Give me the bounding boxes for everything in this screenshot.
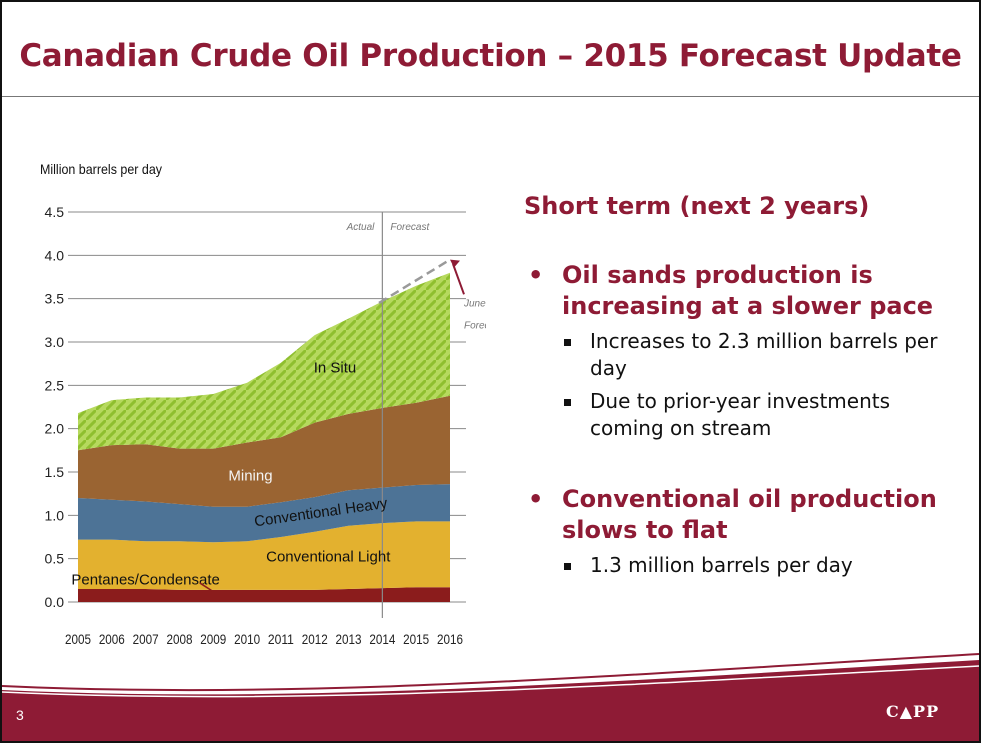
bullet-dot-icon: • <box>528 485 544 513</box>
page-title: Canadian Crude Oil Production – 2015 For… <box>19 38 962 74</box>
square-bullet-icon <box>564 399 571 406</box>
sub-bullet: 1.3 million barrels per day <box>524 552 964 579</box>
area-mining <box>78 395 450 507</box>
actual-label: Actual <box>346 222 376 233</box>
forecast-label: Forecast <box>390 222 430 233</box>
summary-panel: Short term (next 2 years) • Oil sands pr… <box>524 192 964 579</box>
bullet-oil-sands: • Oil sands production is increasing at … <box>524 260 964 322</box>
x-tick-label: 2006 <box>99 631 125 647</box>
label-mining: Mining <box>228 468 272 485</box>
bullet-conventional: • Conventional oil production slows to f… <box>524 484 964 546</box>
bullet-text: Conventional oil production slows to fla… <box>562 485 937 544</box>
label-in-situ: In Situ <box>314 359 357 376</box>
bullet-text: Oil sands production is increasing at a … <box>562 261 934 320</box>
y-tick-label: 0.0 <box>45 594 65 610</box>
y-tick-label: 0.5 <box>45 551 65 567</box>
y-axis-label: Million barrels per day <box>40 161 162 177</box>
x-tick-label: 2005 <box>65 631 91 647</box>
forecast-annotation: June 2014Forecast <box>463 299 486 332</box>
bullet-dot-icon: • <box>528 261 544 289</box>
square-bullet-icon <box>564 339 571 346</box>
y-tick-label: 2.0 <box>45 421 65 437</box>
forecast-arrowhead-icon <box>450 259 460 268</box>
sub-bullet: Increases to 2.3 million barrels per day <box>524 328 964 382</box>
capp-logo: C▲PP <box>886 702 940 721</box>
y-tick-label: 1.5 <box>45 464 65 480</box>
summary-heading: Short term (next 2 years) <box>524 192 870 220</box>
label-pentanes-condensate: Pentanes/Condensate <box>71 572 219 589</box>
y-tick-label: 2.5 <box>45 377 65 393</box>
x-tick-label: 2007 <box>133 631 159 647</box>
area-in-situ <box>78 272 450 451</box>
production-chart: Actual Forecast June 2014Forecast In Situ Mi… <box>40 161 486 647</box>
x-tick-label: 2013 <box>336 631 362 647</box>
y-tick-label: 1.0 <box>45 507 65 523</box>
x-tick-label: 2014 <box>369 631 395 647</box>
x-tick-label: 2008 <box>166 631 192 647</box>
x-tick-label: 2009 <box>200 631 226 647</box>
x-tick-label: 2015 <box>403 631 429 647</box>
title-divider <box>2 96 979 97</box>
slide-number: 3 <box>16 707 24 723</box>
pentanes-leader-line <box>199 582 214 593</box>
square-bullet-icon <box>564 563 571 570</box>
sub-bullet-text: Due to prior-year investments coming on … <box>590 389 891 440</box>
area-pentanes-condensate <box>78 587 450 602</box>
sub-bullet-text: 1.3 million barrels per day <box>590 553 853 577</box>
y-tick-label: 3.0 <box>45 334 65 350</box>
sub-bullet-text: Increases to 2.3 million barrels per day <box>590 329 938 380</box>
label-conventional-light: Conventional Light <box>266 548 391 565</box>
y-tick-label: 3.5 <box>45 291 65 307</box>
area-conventional-light <box>78 521 450 590</box>
y-tick-label: 4.0 <box>45 247 65 263</box>
footer-band <box>2 653 979 741</box>
forecast-arrow <box>452 263 465 295</box>
area-conventional-heavy <box>78 484 450 543</box>
x-tick-label: 2010 <box>234 631 260 647</box>
y-tick-label: 4.5 <box>45 204 65 220</box>
x-tick-label: 2012 <box>302 631 328 647</box>
x-tick-label: 2016 <box>437 631 463 647</box>
x-tick-label: 2011 <box>268 631 294 647</box>
sub-bullet: Due to prior-year investments coming on … <box>524 388 964 442</box>
